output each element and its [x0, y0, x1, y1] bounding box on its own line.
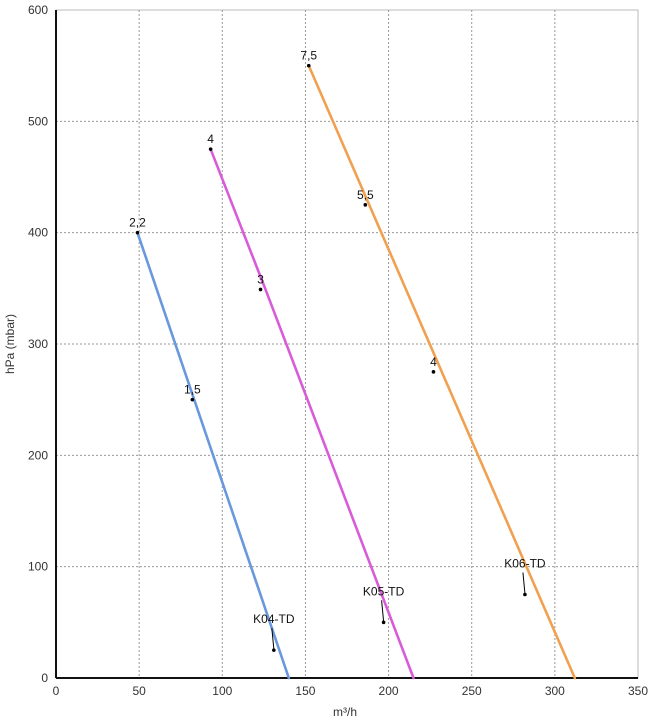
data-point [190, 397, 195, 402]
x-tick-label: 300 [545, 684, 565, 698]
series-tag-leader [271, 628, 275, 650]
series-line-k06-td [307, 64, 577, 680]
series-tag-leader [381, 600, 385, 622]
x-tick-label: 250 [462, 684, 482, 698]
x-tick-label: 350 [628, 684, 648, 698]
series-tag-label: K06-TD [504, 557, 546, 571]
x-tick-label: 0 [53, 684, 60, 698]
data-point [135, 230, 140, 235]
y-tick-label: 300 [28, 337, 48, 351]
data-point [523, 592, 527, 597]
y-tick-label: 500 [28, 114, 48, 128]
data-point [272, 648, 276, 652]
data-label: 1,5 [184, 383, 201, 397]
data-label: 4 [430, 355, 437, 369]
data-point [363, 203, 368, 207]
y-tick-label: 200 [28, 448, 48, 462]
x-tick-label: 100 [212, 684, 232, 698]
data-label: 2,2 [129, 216, 146, 230]
data-points [135, 63, 527, 652]
y-tick-label: 600 [28, 3, 48, 17]
series-tag-leader [522, 572, 526, 594]
y-tick-label: 0 [41, 671, 48, 685]
data-label: 5,5 [357, 188, 374, 202]
x-tick-label: 200 [379, 684, 399, 698]
axes [55, 10, 638, 679]
data-point [431, 370, 436, 374]
x-tick-label: 50 [132, 684, 146, 698]
data-label: 7,5 [300, 49, 317, 63]
data-point [258, 287, 263, 292]
series-lines [136, 64, 577, 680]
data-point [208, 147, 213, 151]
series-tag-label: K05-TD [363, 584, 405, 598]
y-tick-label: 400 [28, 226, 48, 240]
y-tick-label: 100 [28, 560, 48, 574]
x-tick-label: 150 [295, 684, 315, 698]
data-point [381, 620, 386, 625]
series-line-k04-td [136, 231, 291, 680]
data-label: 3 [257, 272, 264, 286]
series-line-k05-td [209, 147, 415, 680]
x-axis-title: m³/h [333, 705, 357, 719]
labels: 0 50 100 150 200 250 300 350 0 100 200 300 400 500 600… [28, 3, 648, 698]
data-point [306, 63, 311, 68]
y-axis-title: hPa (mbar) [3, 314, 17, 374]
data-label: 4 [207, 132, 214, 146]
series-tag-label: K04-TD [253, 612, 295, 626]
